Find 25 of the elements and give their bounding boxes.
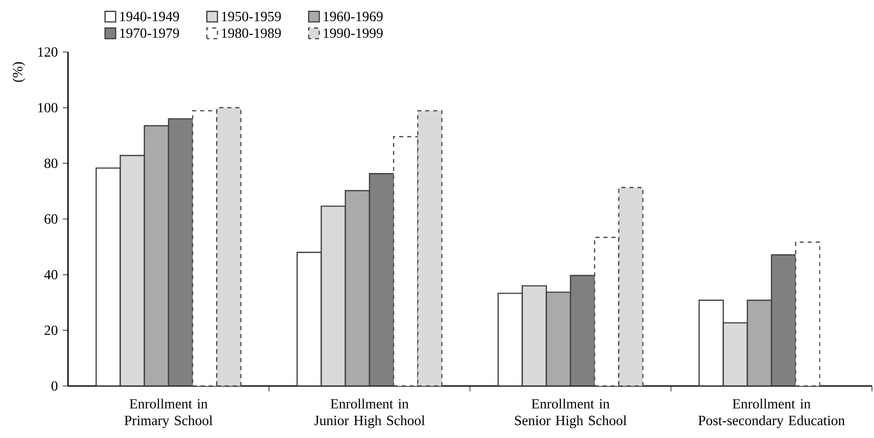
y-tick-label: 0 — [51, 381, 58, 391]
legend-label: 1980-1989 — [222, 28, 281, 38]
y-tick-label: 60 — [44, 214, 58, 224]
bar — [618, 186, 644, 386]
y-tick-label: 80 — [44, 158, 58, 168]
legend-label: 1940-1949 — [120, 12, 179, 22]
x-tick-label: Enrollment in Primary School — [124, 398, 213, 428]
y-axis-title: (%) — [12, 62, 26, 82]
legend-label: 1970-1979 — [120, 28, 179, 38]
legend-label: 1960-1969 — [324, 12, 383, 22]
y-tick-label: 100 — [38, 102, 58, 112]
bar — [722, 322, 748, 386]
bar — [320, 206, 346, 386]
x-tick-label: Enrollment in Junior High School — [314, 398, 425, 428]
y-tick-label: 120 — [38, 47, 58, 57]
x-tick-label: Enrollment in Post-secondary Education — [698, 398, 845, 428]
legend-label: 1950-1959 — [222, 12, 281, 22]
y-tick-label: 40 — [44, 270, 58, 280]
bar — [216, 107, 242, 386]
legend-label: 1990-1999 — [324, 28, 383, 38]
x-tick-label: Enrollment in Senior High School — [515, 398, 627, 428]
bar — [522, 285, 547, 386]
bar — [120, 154, 145, 386]
bar — [417, 110, 442, 386]
y-tick-label: 20 — [44, 326, 58, 336]
